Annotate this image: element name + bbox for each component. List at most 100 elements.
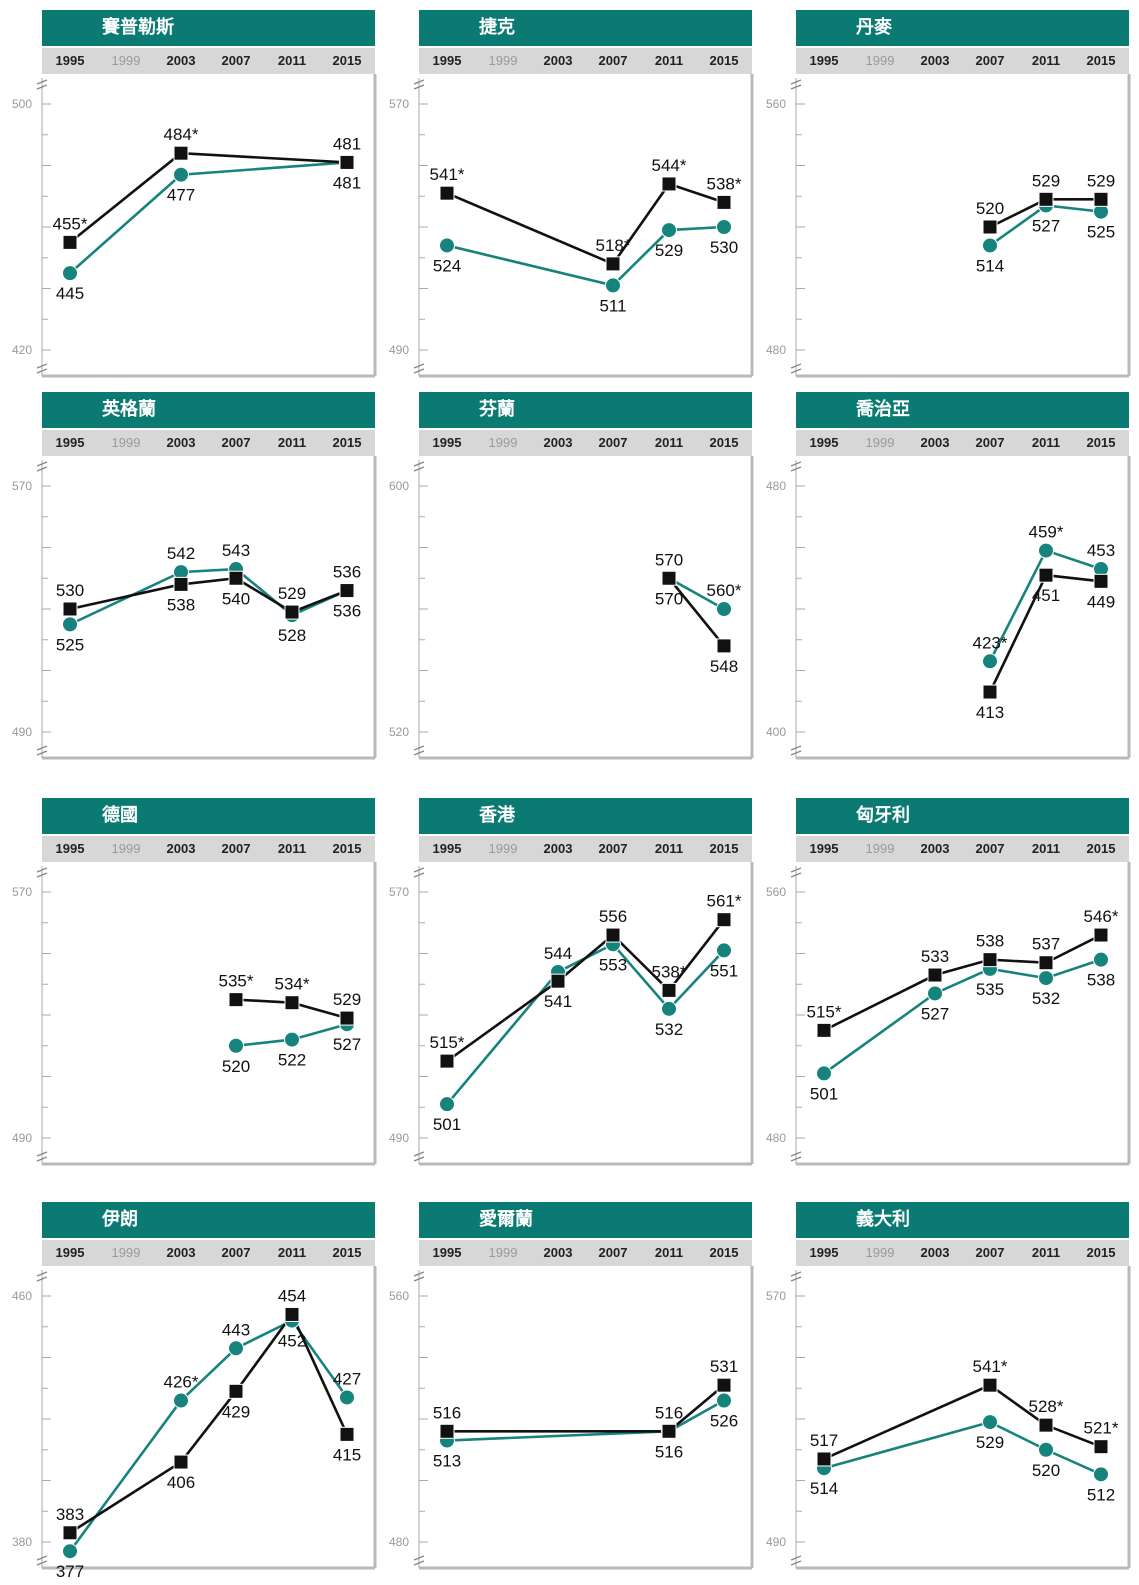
year-axis-bar: 1995 1999 2003 2007 2011 2015 — [419, 1240, 752, 1266]
data-point-square — [1093, 191, 1109, 207]
y-tick-label: 490 — [12, 1131, 32, 1145]
axis-break-mark — [790, 1271, 802, 1282]
x-tick-label: 1999 — [865, 435, 895, 450]
data-point-circle — [62, 616, 78, 633]
y-tick-label: 570 — [766, 1289, 786, 1303]
line-chart: 570 490 525 542 543 528 536 530 538 540 529 536 — [12, 456, 377, 760]
data-point-square — [228, 570, 244, 586]
data-label: 484* — [164, 125, 199, 144]
y-tick-label: 400 — [766, 725, 786, 739]
x-tick-label: 2003 — [920, 1245, 950, 1260]
x-tick-label: 2015 — [1086, 435, 1116, 450]
data-point-square — [661, 570, 677, 586]
x-tick-label: 1995 — [432, 841, 462, 856]
x-tick-label: 1995 — [55, 1245, 85, 1260]
year-axis-bar: 1995 1999 2003 2007 2011 2015 — [796, 48, 1129, 74]
chart-title: 義大利 — [796, 1202, 1129, 1238]
data-label: 513 — [433, 1452, 461, 1471]
data-label: 531 — [710, 1357, 738, 1376]
series-line-teal — [68, 1318, 349, 1552]
x-tick-label: 1999 — [865, 841, 895, 856]
data-point-square — [550, 973, 566, 989]
axis-break-mark — [36, 461, 48, 472]
data-point-square — [716, 912, 732, 928]
line-chart: 560 480 501 527 535 532 538 515* 533 538 537 546* — [766, 862, 1131, 1166]
x-tick-label: 2003 — [543, 53, 573, 68]
data-label: 527 — [921, 1004, 949, 1023]
data-point-square — [982, 219, 998, 235]
data-point-square — [339, 154, 355, 170]
chart-title: 匈牙利 — [796, 798, 1129, 834]
x-tick-label: 2011 — [277, 435, 307, 450]
axis-break-mark — [790, 745, 802, 756]
data-label: 452 — [278, 1332, 306, 1351]
x-tick-label: 2003 — [543, 1245, 573, 1260]
series-line-teal — [668, 577, 725, 611]
line-chart: 480 400 423* 459* 453 413 451 449 — [766, 456, 1131, 760]
series-line-black — [446, 918, 726, 1063]
x-tick-label: 2015 — [709, 435, 739, 450]
y-tick-label: 560 — [766, 885, 786, 899]
data-point-square — [173, 1454, 189, 1470]
data-point-square — [284, 604, 300, 620]
data-point-circle — [716, 601, 732, 617]
data-label: 511 — [599, 296, 626, 315]
data-label: 535* — [219, 972, 254, 991]
x-tick-label: 2015 — [332, 841, 362, 856]
x-tick-label: 2015 — [332, 53, 362, 68]
chart-title: 德國 — [42, 798, 375, 834]
data-point-square — [927, 967, 943, 983]
x-tick-label: 2003 — [920, 841, 950, 856]
data-point-square — [228, 1383, 244, 1399]
data-point-circle — [716, 1392, 732, 1409]
x-tick-label: 2007 — [221, 53, 251, 68]
data-label: 541 — [544, 992, 572, 1011]
data-label: 406 — [167, 1473, 195, 1492]
data-label: 516 — [655, 1442, 683, 1461]
data-label: 515* — [430, 1033, 465, 1052]
data-label: 516 — [655, 1403, 683, 1422]
data-point-square — [339, 583, 355, 599]
data-label: 530 — [710, 238, 738, 257]
x-tick-label: 2003 — [543, 841, 573, 856]
data-label: 413 — [976, 703, 1004, 722]
data-label: 529 — [1032, 171, 1060, 190]
axis-break-mark — [790, 461, 802, 472]
y-tick-label: 600 — [389, 479, 409, 493]
year-axis-bar: 1995 1999 2003 2007 2011 2015 — [42, 430, 375, 456]
x-tick-label: 2015 — [1086, 53, 1116, 68]
data-label: 521* — [1084, 1419, 1119, 1438]
year-axis-bar: 1995 1999 2003 2007 2011 2015 — [419, 836, 752, 862]
axis-break-mark — [790, 867, 802, 878]
line-chart: 570 490 501 544 553 532 551 515* 541 556 538* 561* — [389, 862, 754, 1166]
data-label: 536 — [333, 563, 361, 582]
y-tick-label: 490 — [766, 1535, 786, 1549]
data-point-square — [62, 234, 78, 250]
data-point-circle — [1038, 1441, 1054, 1458]
axis-break-mark — [790, 1151, 802, 1162]
y-tick-label: 420 — [12, 343, 32, 357]
axis-break-mark — [36, 1555, 48, 1566]
y-tick-label: 480 — [766, 1131, 786, 1145]
y-tick-label: 560 — [389, 1289, 409, 1303]
data-label: 514 — [976, 256, 1004, 275]
data-point-square — [339, 1426, 355, 1442]
x-tick-label: 1999 — [865, 53, 895, 68]
series-line-teal — [446, 225, 725, 287]
data-point-square — [439, 185, 455, 201]
data-label: 451 — [1032, 586, 1060, 605]
axis-break-mark — [413, 363, 425, 374]
data-point-square — [173, 145, 189, 161]
x-tick-label: 2007 — [221, 435, 251, 450]
chart-title: 英格蘭 — [42, 392, 375, 428]
data-point-circle — [1038, 542, 1054, 559]
x-tick-label: 2011 — [654, 841, 684, 856]
x-tick-label: 2007 — [598, 841, 628, 856]
axis-break-mark — [413, 1151, 425, 1162]
x-tick-label: 2003 — [166, 53, 196, 68]
data-point-circle — [1093, 951, 1109, 968]
data-label: 525 — [56, 635, 84, 654]
x-tick-label: 1995 — [55, 435, 85, 450]
data-label: 520 — [976, 199, 1004, 218]
